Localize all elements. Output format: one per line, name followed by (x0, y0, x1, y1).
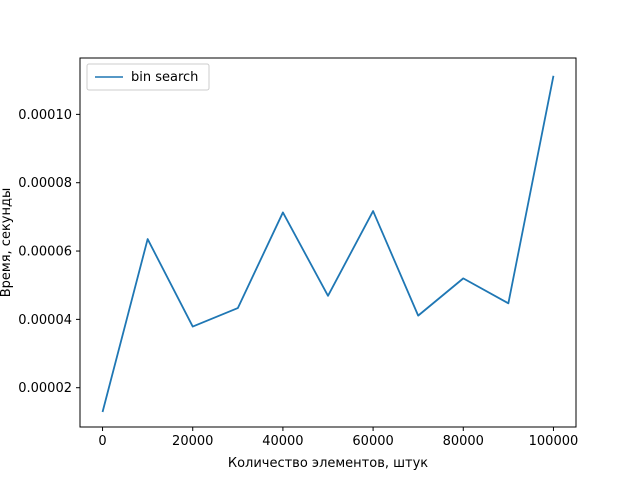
y-tick-label: 0.00006 (18, 245, 72, 260)
x-tick-label: 60000 (352, 434, 393, 449)
y-axis-label: Время, секунды (0, 188, 14, 298)
x-tick-label: 80000 (443, 434, 484, 449)
axis-ticks: 0 20000 40000 60000 80000 100000 0.00002 0.0000… (18, 108, 578, 449)
x-tick-label: 40000 (262, 434, 303, 449)
legend-label: bin search (131, 70, 198, 85)
series-lines (101, 75, 555, 413)
y-tick-label: 0.00008 (18, 176, 72, 191)
x-axis-label: Количество элементов, штук (228, 456, 428, 471)
x-tick-label: 0 (98, 434, 106, 449)
series-line-bin-search (101, 75, 555, 413)
legend-box (86, 63, 210, 91)
axes-frame (79, 57, 577, 428)
x-tick-label: 20000 (172, 434, 213, 449)
y-tick-label: 0.00004 (18, 313, 72, 328)
y-tick-label: 0.00002 (18, 381, 72, 396)
y-tick-label: 0.00010 (18, 108, 72, 123)
legend: bin search (86, 63, 210, 91)
x-tick-label: 100000 (529, 434, 579, 449)
